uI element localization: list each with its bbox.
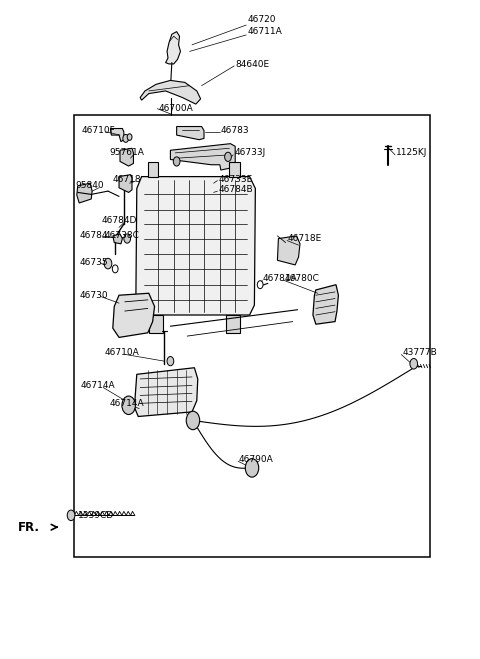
Circle shape xyxy=(127,134,132,140)
Circle shape xyxy=(186,411,200,430)
Polygon shape xyxy=(226,315,240,333)
Circle shape xyxy=(245,459,259,477)
Text: 46718: 46718 xyxy=(113,175,142,184)
Text: 46733E: 46733E xyxy=(218,175,252,184)
Text: 1339CD: 1339CD xyxy=(78,511,114,520)
Text: 46733J: 46733J xyxy=(234,148,265,158)
Text: 46710F: 46710F xyxy=(82,126,115,135)
Circle shape xyxy=(67,510,75,521)
Polygon shape xyxy=(166,32,180,64)
Polygon shape xyxy=(170,144,235,170)
Text: 43777B: 43777B xyxy=(402,348,437,357)
Polygon shape xyxy=(134,368,198,416)
Text: 46738C: 46738C xyxy=(105,231,140,241)
Text: 95840: 95840 xyxy=(76,181,105,190)
Text: 46720: 46720 xyxy=(247,15,276,24)
Text: 46711A: 46711A xyxy=(247,27,282,36)
Text: 84640E: 84640E xyxy=(235,60,269,69)
Text: 46735: 46735 xyxy=(79,258,108,267)
Text: 46790A: 46790A xyxy=(239,455,274,465)
Circle shape xyxy=(225,152,231,161)
Circle shape xyxy=(167,357,174,366)
Text: 1125KJ: 1125KJ xyxy=(396,148,427,158)
Circle shape xyxy=(104,258,112,269)
Polygon shape xyxy=(140,80,201,104)
Text: 46730: 46730 xyxy=(79,291,108,300)
Polygon shape xyxy=(229,162,240,177)
Text: 46710A: 46710A xyxy=(105,348,139,357)
Circle shape xyxy=(410,358,418,369)
Polygon shape xyxy=(113,234,122,244)
Bar xyxy=(74,115,430,557)
Text: 46714A: 46714A xyxy=(81,381,115,390)
Polygon shape xyxy=(149,315,163,333)
Polygon shape xyxy=(113,293,155,337)
Polygon shape xyxy=(120,148,133,166)
Circle shape xyxy=(112,265,118,273)
Text: 46780C: 46780C xyxy=(284,273,319,283)
Text: FR.: FR. xyxy=(18,521,40,534)
Polygon shape xyxy=(119,175,132,192)
Text: 46781A: 46781A xyxy=(263,273,298,283)
Text: 46700A: 46700A xyxy=(158,104,193,113)
Text: 95761A: 95761A xyxy=(109,148,144,158)
Circle shape xyxy=(123,134,129,142)
Circle shape xyxy=(122,396,135,415)
Polygon shape xyxy=(77,183,92,203)
Text: 46783: 46783 xyxy=(221,126,250,135)
Text: 46784D: 46784D xyxy=(102,216,137,225)
Text: 46714A: 46714A xyxy=(109,399,144,408)
Polygon shape xyxy=(177,127,204,140)
Polygon shape xyxy=(110,129,124,142)
Polygon shape xyxy=(148,162,158,177)
Text: 46784: 46784 xyxy=(79,231,108,241)
Polygon shape xyxy=(277,236,300,265)
Text: 46718E: 46718E xyxy=(288,234,322,243)
Circle shape xyxy=(124,234,131,243)
Circle shape xyxy=(257,281,263,289)
Text: 46784B: 46784B xyxy=(218,185,253,194)
Polygon shape xyxy=(313,285,338,324)
Circle shape xyxy=(173,157,180,166)
Polygon shape xyxy=(136,177,255,315)
